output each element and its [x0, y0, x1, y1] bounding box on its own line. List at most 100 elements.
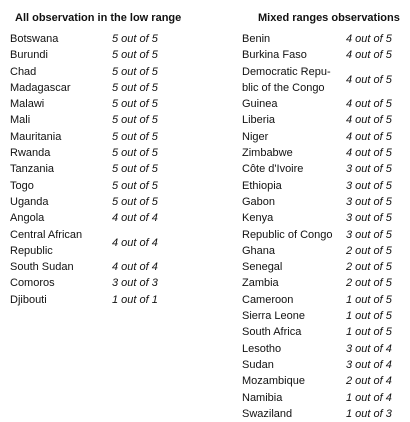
country-name: Lesotho — [242, 342, 282, 355]
table-row: Lesotho 3 out of 4 — [242, 341, 398, 357]
table-row: Namibia 1 out of 4 — [242, 390, 398, 406]
observation-score: 5 out of 5 — [112, 179, 158, 192]
table-row: Uganda 5 out of 5 — [10, 194, 160, 210]
table-row: Angola 4 out of 4 — [10, 210, 160, 226]
country-name: Cameroon — [242, 293, 294, 306]
country-name: Togo — [10, 179, 34, 192]
observation-score: 4 out of 5 — [346, 98, 392, 111]
table-row: Senegal 2 out of 5 — [242, 259, 398, 275]
observation-score: 4 out of 4 — [112, 261, 158, 274]
country-name: Republic of Congo — [242, 228, 333, 241]
table-row: Swaziland 1 out of 3 — [242, 406, 398, 422]
observation-score: 4 out of 5 — [346, 49, 392, 62]
country-name: Gabon — [242, 195, 276, 208]
observation-score: 1 out of 3 — [346, 407, 392, 420]
table-row: Zambia 2 out of 5 — [242, 275, 398, 291]
table-row: Madagascar 5 out of 5 — [10, 80, 160, 96]
country-name: Central African Republic — [10, 228, 83, 257]
country-name: Zimbabwe — [242, 147, 293, 160]
observation-score: 1 out of 5 — [346, 326, 392, 339]
table-row: Djibouti 1 out of 1 — [10, 292, 160, 308]
low-range-header: All observation in the low range — [15, 12, 182, 24]
country-name: Mozambique — [242, 375, 305, 388]
table-row: Central African Republic 4 out of 4 — [10, 227, 160, 260]
table-row: Chad 5 out of 5 — [10, 64, 160, 80]
observation-score: 5 out of 5 — [112, 114, 158, 127]
country-name: Mali — [10, 114, 31, 127]
table-row: Burundi 5 out of 5 — [10, 47, 160, 63]
country-name: Liberia — [242, 114, 276, 127]
table-row: Sudan 3 out of 4 — [242, 357, 398, 373]
observation-score: 1 out of 5 — [346, 310, 392, 323]
observation-score: 5 out of 5 — [112, 163, 158, 176]
low-range-table: Botswana 5 out of 5 Burundi 5 out of 5 Chad 5… — [10, 31, 160, 308]
table-row: Ethiopia 3 out of 5 — [242, 178, 398, 194]
observation-score: 4 out of 4 — [112, 212, 158, 225]
observation-score: 5 out of 5 — [112, 195, 158, 208]
country-name: Malawi — [10, 98, 45, 111]
table-row: Mauritania 5 out of 5 — [10, 129, 160, 145]
observation-score: 5 out of 5 — [112, 98, 158, 111]
country-name: Kenya — [242, 212, 274, 225]
table-row: Botswana 5 out of 5 — [10, 31, 160, 47]
country-name: Uganda — [10, 195, 49, 208]
observation-score: 3 out of 5 — [346, 228, 392, 241]
table-row: Gabon 3 out of 5 — [242, 194, 398, 210]
table-row: Malawi 5 out of 5 — [10, 96, 160, 112]
table-row: Mozambique 2 out of 4 — [242, 373, 398, 389]
country-name: South Africa — [242, 326, 302, 339]
country-name: Benin — [242, 33, 271, 45]
country-name: Chad — [10, 65, 37, 78]
table-row: Liberia 4 out of 5 — [242, 112, 398, 128]
observation-score: 1 out of 4 — [346, 391, 392, 404]
observation-score: 4 out of 5 — [346, 130, 392, 143]
observation-score: 2 out of 5 — [346, 244, 392, 257]
table-row: Sierra Leone 1 out of 5 — [242, 308, 398, 324]
observation-score: 3 out of 5 — [346, 163, 392, 176]
observation-score: 5 out of 5 — [112, 147, 158, 160]
observation-score: 2 out of 4 — [346, 375, 392, 388]
country-name: Rwanda — [10, 147, 51, 160]
table-row: Comoros 3 out of 3 — [10, 275, 160, 291]
mixed-range-table: Benin 4 out of 5 Burkina Faso 4 out of 5 Dem… — [242, 31, 398, 422]
table-row: Côte d'Ivoire 3 out of 5 — [242, 161, 398, 177]
country-name: Angola — [10, 212, 45, 225]
observation-score: 5 out of 5 — [112, 33, 158, 45]
table-row: Niger 4 out of 5 — [242, 129, 398, 145]
mixed-range-header: Mixed ranges observations — [258, 12, 400, 24]
country-name: Botswana — [10, 33, 59, 45]
table-row: Rwanda 5 out of 5 — [10, 145, 160, 161]
country-name: Burundi — [10, 49, 48, 62]
observation-score: 3 out of 3 — [112, 277, 158, 290]
table-row: Mali 5 out of 5 — [10, 112, 160, 128]
observation-score: 3 out of 5 — [346, 195, 392, 208]
table-row: Ghana 2 out of 5 — [242, 243, 398, 259]
observation-score: 1 out of 1 — [112, 293, 158, 306]
observation-score: 4 out of 4 — [112, 236, 158, 249]
table-row: Tanzania 5 out of 5 — [10, 161, 160, 177]
country-name: Tanzania — [10, 163, 55, 176]
observation-score: 3 out of 4 — [346, 358, 392, 371]
country-name: Sierra Leone — [242, 310, 305, 323]
table-row: South Sudan 4 out of 4 — [10, 259, 160, 275]
table-row: Benin 4 out of 5 — [242, 31, 398, 47]
country-name: Swaziland — [242, 407, 293, 420]
table-row: Guinea 4 out of 5 — [242, 96, 398, 112]
table-row: Burkina Faso 4 out of 5 — [242, 47, 398, 63]
table-row: Togo 5 out of 5 — [10, 178, 160, 194]
country-name: Sudan — [242, 358, 274, 371]
observation-score: 5 out of 5 — [112, 65, 158, 78]
country-name: South Sudan — [10, 261, 74, 274]
country-name: Guinea — [242, 98, 278, 111]
observation-score: 5 out of 5 — [112, 81, 158, 94]
country-name: Djibouti — [10, 293, 47, 306]
observation-score: 3 out of 4 — [346, 342, 392, 355]
observation-score: 4 out of 5 — [346, 33, 392, 45]
country-name: Comoros — [10, 277, 55, 290]
observation-score: 3 out of 5 — [346, 179, 392, 192]
country-name: Côte d'Ivoire — [242, 163, 304, 176]
table-row: Cameroon 1 out of 5 — [242, 292, 398, 308]
country-name: Namibia — [242, 391, 283, 404]
table-row: Kenya 3 out of 5 — [242, 210, 398, 226]
